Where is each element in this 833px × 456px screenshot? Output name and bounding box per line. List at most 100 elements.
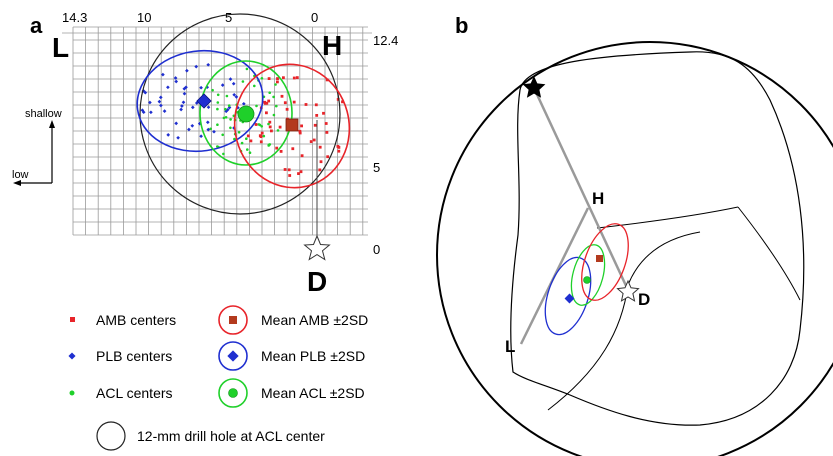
amb-center-point: [276, 77, 279, 80]
amb-center-point: [299, 170, 303, 174]
top-tick-10: 10: [137, 10, 151, 25]
acl-center-point: [267, 122, 270, 126]
amb-center-point: [337, 146, 341, 149]
acl-center-point: [216, 107, 219, 111]
legend-plb-marker: [68, 352, 76, 360]
plb-center-point: [232, 92, 237, 97]
amb-center-point: [280, 94, 284, 98]
amb-center-point: [298, 129, 302, 133]
legend-acl-marker: [69, 390, 75, 396]
amb-center-point: [254, 123, 258, 126]
plb-center-point: [159, 103, 163, 108]
amb-center-point: [287, 168, 291, 172]
panel-b-letter: b: [455, 13, 468, 38]
legend-plb-mean-ring: [218, 341, 248, 371]
acl-center-point: [225, 94, 229, 98]
acl-center-point: [229, 118, 232, 121]
top-tick-5: 5: [225, 10, 232, 25]
legend-drill-hole-ring: [96, 421, 126, 451]
amb-center-point: [304, 103, 308, 106]
plb-center-point: [162, 109, 167, 113]
amb-mean-marker: [285, 118, 299, 132]
right-tick-0: 0: [373, 242, 380, 257]
amb-center-point: [282, 76, 285, 80]
acl-center-point: [229, 126, 232, 130]
wall-line-lower: [547, 284, 629, 411]
legend-amb-mean-label: Mean AMB ±2SD: [261, 312, 368, 328]
plb-center-point: [182, 91, 187, 96]
plb-center-point: [206, 127, 211, 132]
acl-center-point: [216, 101, 220, 104]
acl-center-point: [260, 125, 264, 128]
amb-center-point: [268, 125, 272, 129]
legend-plb-mean-marker: [227, 350, 239, 362]
amb-center-point: [309, 140, 313, 143]
amb-center-point: [275, 146, 279, 150]
plb-center-point: [194, 64, 199, 69]
amb-center-point: [292, 76, 296, 80]
acl-center-point: [245, 137, 248, 140]
plb-center-point: [190, 105, 195, 110]
acl-mean-marker: [237, 105, 255, 123]
plb-2sd-ellipse: [136, 49, 264, 153]
wall-line: [627, 231, 701, 286]
plb-center-point: [174, 79, 179, 84]
shallow-label: shallow: [25, 108, 62, 120]
acl-center-point: [248, 151, 252, 154]
plb-2sd-contour: [544, 256, 592, 336]
acl-center-point: [262, 134, 266, 138]
right-tick-12-4: 12.4: [373, 33, 398, 48]
amb-center-point: [325, 131, 329, 134]
low-arrow-head: [13, 180, 21, 186]
acl-center-point: [211, 88, 214, 92]
amb-center-point: [336, 98, 340, 101]
plb-center-point: [161, 72, 165, 77]
acl-center-point: [222, 116, 226, 120]
amb-center-point: [322, 111, 325, 115]
amb-center-point: [288, 174, 292, 177]
panel-a: a 14.3 10 5 0 12.4 5 0 L H shallow low: [12, 10, 398, 451]
amb-center-point: [314, 103, 318, 107]
amb-center-point: [267, 77, 271, 80]
drill-hole-circle: [139, 13, 341, 215]
acl-center-point: [216, 123, 219, 126]
plb-center-point: [157, 99, 162, 104]
amb-center-point: [263, 100, 266, 104]
acl-center-point: [274, 83, 277, 86]
plb-center-point: [176, 135, 180, 140]
plb-center-point: [206, 62, 211, 67]
top-tick-0: 0: [311, 10, 318, 25]
amb-center-point: [283, 101, 287, 105]
plb-center-point: [158, 95, 163, 100]
d-star-icon-b: [616, 279, 640, 302]
amb-center-point: [283, 168, 287, 171]
acl-center-point: [240, 141, 244, 145]
amb-center-point: [313, 123, 317, 127]
plb-mean-marker: [196, 93, 212, 109]
legend-amb-mean-marker: [229, 316, 237, 324]
plb-center-point: [185, 68, 189, 73]
plb-center-point: [187, 127, 191, 132]
panel-b-label-h: H: [592, 189, 604, 208]
amb-center-point: [292, 100, 296, 104]
shallow-arrow-head: [49, 120, 55, 128]
acl-center-point: [253, 84, 256, 88]
amb-mean-marker-b: [596, 255, 603, 262]
plb-mean-marker-b: [564, 293, 575, 304]
amb-center-point: [291, 147, 295, 151]
legend-acl-mean-ring: [218, 378, 248, 408]
panel-a-letter: a: [30, 13, 43, 38]
acl-center-point: [237, 131, 241, 134]
top-tick-14-3: 14.3: [62, 10, 87, 25]
plb-center-point: [199, 85, 203, 90]
amb-center-point: [276, 80, 279, 84]
amb-center-point: [312, 138, 316, 142]
acl-center-point: [276, 129, 280, 132]
acl-center-point: [233, 137, 236, 141]
amb-center-point: [318, 168, 322, 172]
amb-center-point: [318, 145, 322, 149]
amb-centers: [246, 76, 344, 177]
amb-center-point: [326, 155, 330, 159]
acl-center-point: [272, 113, 276, 117]
right-tick-5: 5: [373, 160, 380, 175]
